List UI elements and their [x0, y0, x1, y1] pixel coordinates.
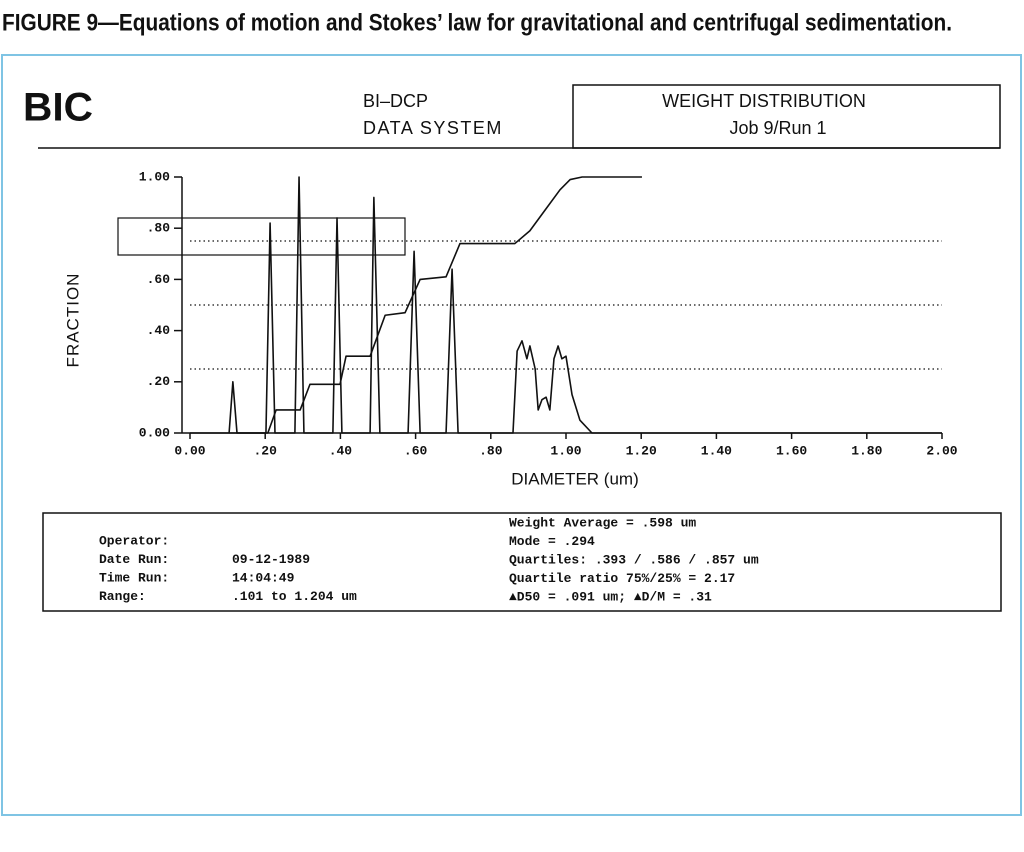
x-tick-label: 1.80	[851, 443, 882, 458]
y-tick-label: .60	[147, 272, 171, 287]
system-subtitle: DATA SYSTEM	[363, 118, 503, 138]
x-axis-label: DIAMETER (um)	[511, 469, 639, 488]
report-label: Date Run:	[99, 552, 169, 567]
report-label: Range:	[99, 589, 146, 604]
report-title-box	[572, 84, 1001, 149]
system-name: BI–DCP	[363, 91, 428, 111]
job-label: Job 9/Run 1	[729, 118, 826, 138]
x-tick-label: .60	[404, 443, 428, 458]
x-tick-label: .40	[329, 443, 353, 458]
report-label: Time Run:	[99, 570, 169, 585]
figure-frame	[1, 54, 1022, 816]
data-line	[190, 176, 942, 434]
x-tick-label: 1.60	[776, 443, 807, 458]
x-tick-label: .80	[479, 443, 503, 458]
report-stat: Weight Average = .598 um	[509, 515, 696, 530]
data-line	[229, 176, 642, 434]
x-tick-label: 1.00	[550, 443, 581, 458]
y-axis-label: FRACTION	[63, 273, 82, 368]
report-title: WEIGHT DISTRIBUTION	[662, 91, 866, 111]
x-tick-label: 2.00	[926, 443, 957, 458]
logo: BIC	[23, 86, 93, 130]
y-tick-label: .40	[147, 323, 171, 338]
plot: 0.00 .20 .40 .60 .80 1.00 0.00 .20 .40 .60 .80 1.00…	[139, 169, 958, 458]
report-stat: ▲D50 = .091 um; ▲D/M = .31	[509, 589, 712, 604]
y-tick-label: 0.00	[139, 425, 170, 440]
y-tick-label: .80	[147, 221, 171, 236]
report-value: .101 to 1.204 um	[232, 589, 357, 604]
figure-caption: FIGURE 9—Equations of motion and Stokes’…	[2, 9, 952, 36]
x-tick-label: 1.20	[626, 443, 657, 458]
x-tick-label: 1.40	[701, 443, 732, 458]
y-tick-label: 1.00	[139, 169, 170, 184]
report-value: 09-12-1989	[232, 552, 310, 567]
report-label: Operator:	[99, 533, 169, 548]
report-stat: Quartile ratio 75%/25% = 2.17	[509, 571, 735, 586]
logo-box	[38, 88, 78, 132]
report-value: 14:04:49	[232, 570, 295, 585]
y-tick-label: .20	[147, 374, 171, 389]
x-tick-label: 0.00	[174, 443, 205, 458]
report-stat: Mode = .294	[509, 534, 595, 549]
report-stat: Quartiles: .393 / .586 / .857 um	[509, 552, 759, 567]
report: Operator: Date Run: 09-12-1989 Time Run: 14:…	[99, 515, 759, 604]
x-tick-label: .20	[253, 443, 277, 458]
report-box	[42, 512, 1002, 612]
highlight-box	[117, 217, 406, 256]
